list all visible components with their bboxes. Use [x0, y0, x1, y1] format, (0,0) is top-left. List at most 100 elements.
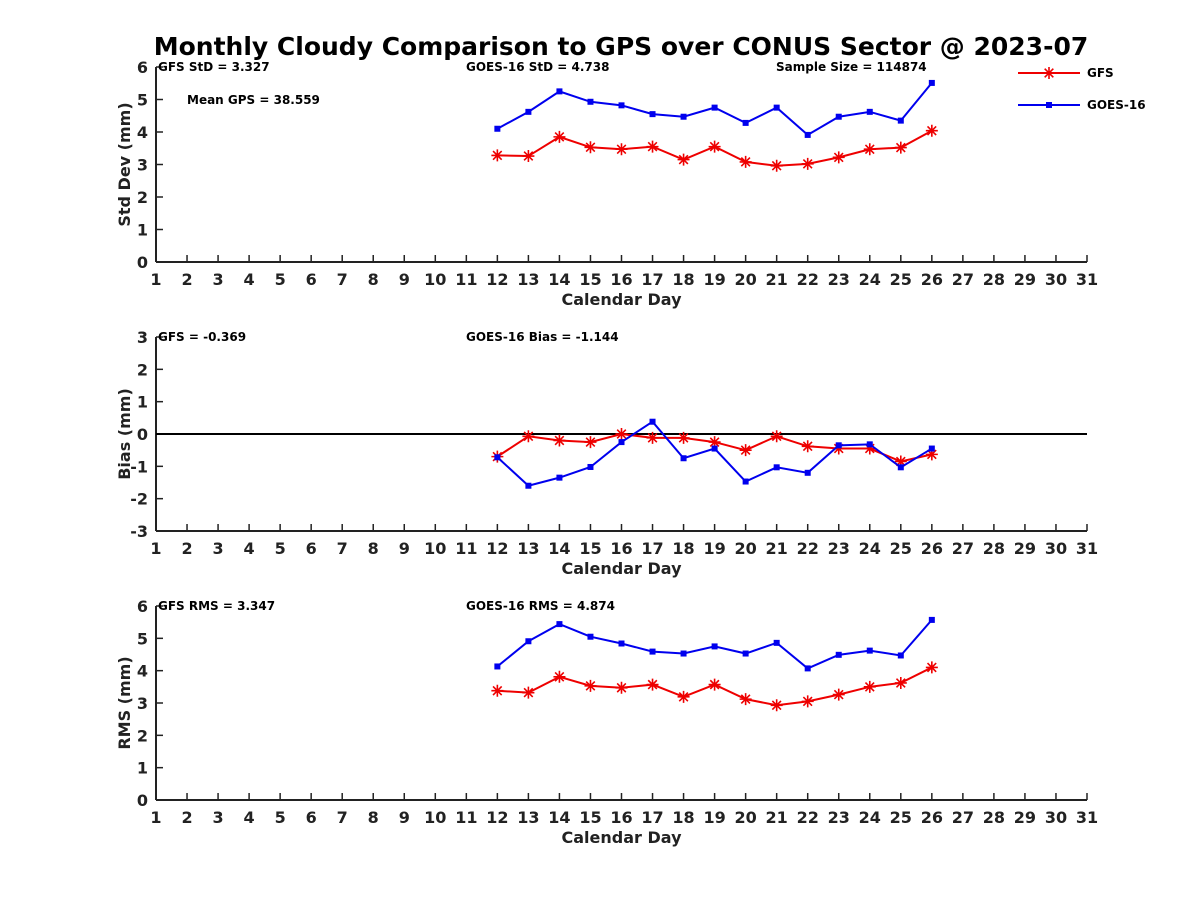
y-axis-label: RMS (mm) — [115, 656, 134, 749]
y-tick-label: 6 — [137, 597, 148, 616]
y-tick-label: 4 — [137, 662, 148, 681]
x-tick-label: 8 — [368, 270, 379, 289]
x-tick-label: 29 — [1014, 270, 1036, 289]
gfs-point — [646, 678, 659, 691]
goes-16-point — [680, 455, 687, 462]
x-tick-label: 20 — [735, 539, 757, 558]
x-tick-label: 20 — [735, 270, 757, 289]
goes-16-point — [525, 638, 532, 645]
y-tick-label: 4 — [137, 123, 148, 142]
x-tick-label: 7 — [337, 808, 348, 827]
goes-16-point — [835, 651, 842, 658]
legend-gfs-point — [1043, 67, 1055, 79]
x-tick-label: 27 — [952, 270, 974, 289]
y-tick-label: -2 — [130, 490, 148, 509]
goes-16-point — [866, 647, 873, 654]
x-tick-label: 20 — [735, 808, 757, 827]
x-tick-label: 28 — [983, 539, 1005, 558]
x-tick-label: 21 — [766, 270, 788, 289]
goes-16-point — [742, 478, 749, 485]
y-tick-label: 5 — [137, 629, 148, 648]
gfs-point — [553, 130, 566, 143]
x-tick-label: 11 — [455, 270, 477, 289]
y-tick-label: 0 — [137, 253, 148, 272]
stat-annotation: GFS RMS = 3.347 — [158, 599, 275, 613]
x-tick-label: 4 — [244, 808, 255, 827]
goes-16-point — [711, 104, 718, 111]
x-tick-label: 3 — [212, 808, 223, 827]
x-tick-label: 31 — [1076, 270, 1098, 289]
legend-label-goes-16: GOES-16 — [1087, 98, 1146, 112]
gfs-point — [739, 155, 752, 168]
x-tick-label: 10 — [424, 539, 446, 558]
gfs-point — [677, 153, 690, 166]
x-tick-label: 1 — [150, 270, 161, 289]
x-tick-label: 11 — [455, 539, 477, 558]
x-tick-label: 23 — [828, 539, 850, 558]
goes-16-point — [525, 482, 532, 489]
x-tick-label: 7 — [337, 270, 348, 289]
x-tick-label: 1 — [150, 539, 161, 558]
gfs-point — [553, 434, 566, 447]
panel-2: 1 2 3 4 5 6 7 8 9 10 11 12 13 14 15 16 17 18 19 20 21 22 23 24 2… — [115, 328, 1098, 578]
legend: GFS GOES-16 — [1018, 66, 1146, 112]
goes-16-point — [773, 464, 780, 471]
gfs-point — [925, 448, 938, 461]
x-tick-label: 12 — [486, 539, 508, 558]
x-tick-label: 27 — [952, 808, 974, 827]
gfs-point — [863, 680, 876, 693]
x-tick-label: 16 — [610, 539, 632, 558]
x-tick-label: 14 — [548, 808, 570, 827]
panel-3: 1 2 3 4 5 6 7 8 9 10 11 12 13 14 15 16 17 18 19 20 21 22 23 24 2… — [115, 597, 1098, 847]
x-tick-label: 26 — [921, 808, 943, 827]
x-axis-label: Calendar Day — [562, 828, 683, 847]
stat-annotation: GOES-16 Bias = -1.144 — [466, 330, 619, 344]
x-tick-label: 30 — [1045, 539, 1067, 558]
stat-annotation: GOES-16 StD = 4.738 — [466, 60, 609, 74]
x-tick-label: 3 — [212, 539, 223, 558]
legend-label-gfs: GFS — [1087, 66, 1114, 80]
goes-16-point — [773, 104, 780, 111]
y-tick-label: 2 — [137, 726, 148, 745]
goes-16-point — [587, 633, 594, 640]
goes-16-point — [835, 442, 842, 449]
stat-annotation: GFS StD = 3.327 — [158, 60, 270, 74]
chart-title: Monthly Cloudy Comparison to GPS over CO… — [154, 32, 1089, 61]
x-tick-label: 17 — [641, 539, 663, 558]
gfs-point — [770, 159, 783, 172]
y-axis-label: Bias (mm) — [115, 388, 134, 480]
gfs-point — [739, 693, 752, 706]
x-tick-label: 16 — [610, 808, 632, 827]
stat-annotation: GFS = -0.369 — [158, 330, 246, 344]
gfs-point — [584, 436, 597, 449]
x-tick-label: 25 — [890, 539, 912, 558]
goes-16-point — [494, 125, 501, 132]
x-tick-label: 22 — [797, 270, 819, 289]
goes-16-point — [835, 113, 842, 120]
x-tick-label: 15 — [579, 539, 601, 558]
x-tick-label: 12 — [486, 270, 508, 289]
x-tick-label: 14 — [548, 539, 570, 558]
goes-16-point — [556, 621, 563, 628]
stat-annotation: Mean GPS = 38.559 — [187, 93, 320, 107]
x-tick-label: 10 — [424, 270, 446, 289]
x-tick-label: 17 — [641, 808, 663, 827]
gfs-point — [894, 455, 907, 468]
goes-16-point — [494, 663, 501, 670]
gfs-point — [584, 141, 597, 154]
gfs-point — [677, 431, 690, 444]
gfs-point — [925, 661, 938, 674]
gfs-point — [770, 430, 783, 443]
x-tick-label: 14 — [548, 270, 570, 289]
x-tick-label: 9 — [399, 270, 410, 289]
x-axis-label: Calendar Day — [562, 559, 683, 578]
goes-16-point — [897, 464, 904, 471]
x-tick-label: 12 — [486, 808, 508, 827]
stat-annotation: GOES-16 RMS = 4.874 — [466, 599, 615, 613]
goes-16-point — [618, 640, 625, 647]
x-tick-label: 31 — [1076, 808, 1098, 827]
goes-16-point — [618, 439, 625, 446]
goes-16-point — [649, 648, 656, 655]
gfs-point — [584, 679, 597, 692]
gfs-point — [522, 150, 535, 163]
